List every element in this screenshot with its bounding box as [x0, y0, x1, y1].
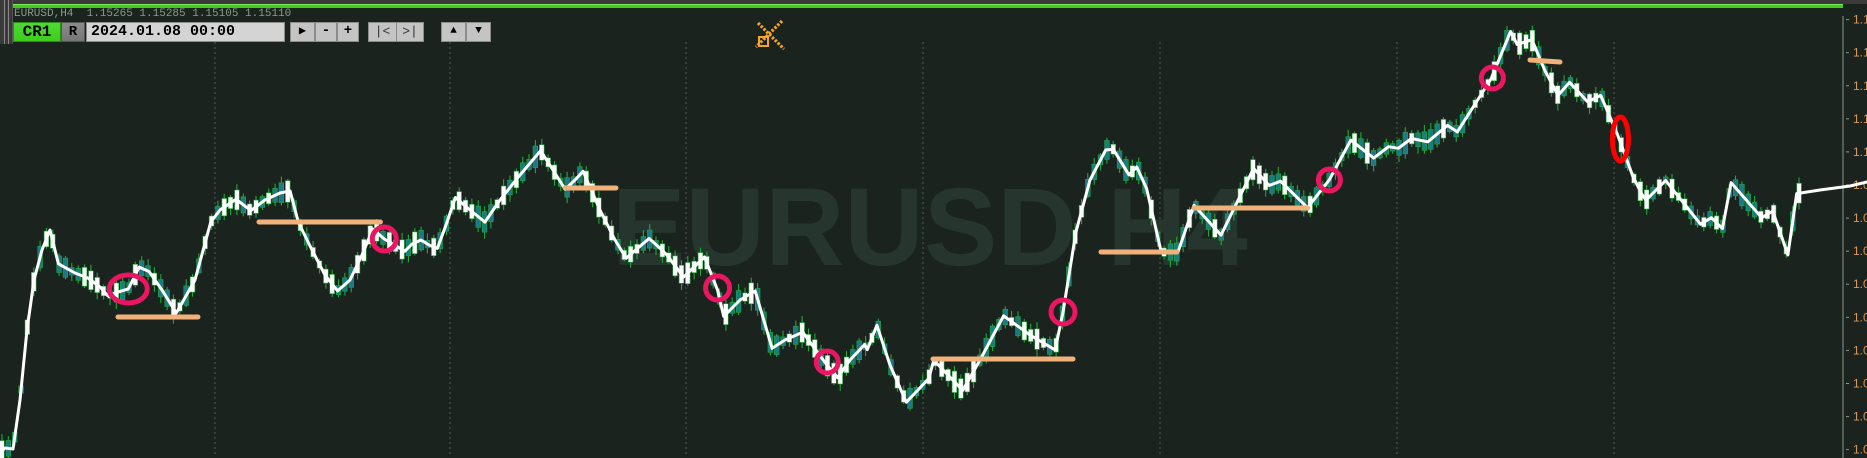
svg-text:1.11: 1.11 — [1853, 13, 1867, 27]
svg-text:1.07: 1.07 — [1853, 410, 1867, 424]
svg-text:1.08: 1.08 — [1853, 277, 1867, 291]
svg-text:1.10: 1.10 — [1853, 79, 1867, 93]
svg-text:1.07: 1.07 — [1853, 377, 1867, 391]
svg-text:1.07: 1.07 — [1853, 343, 1867, 357]
svg-text:1.10: 1.10 — [1853, 112, 1867, 126]
svg-text:1.09: 1.09 — [1853, 211, 1867, 225]
svg-text:1.08: 1.08 — [1853, 244, 1867, 258]
svg-text:1.10: 1.10 — [1853, 145, 1867, 159]
svg-text:EURUSD H4: EURUSD H4 — [612, 166, 1248, 289]
svg-text:1.11: 1.11 — [1853, 46, 1867, 60]
svg-text:1.08: 1.08 — [1853, 310, 1867, 324]
svg-text:1.06: 1.06 — [1853, 443, 1867, 457]
